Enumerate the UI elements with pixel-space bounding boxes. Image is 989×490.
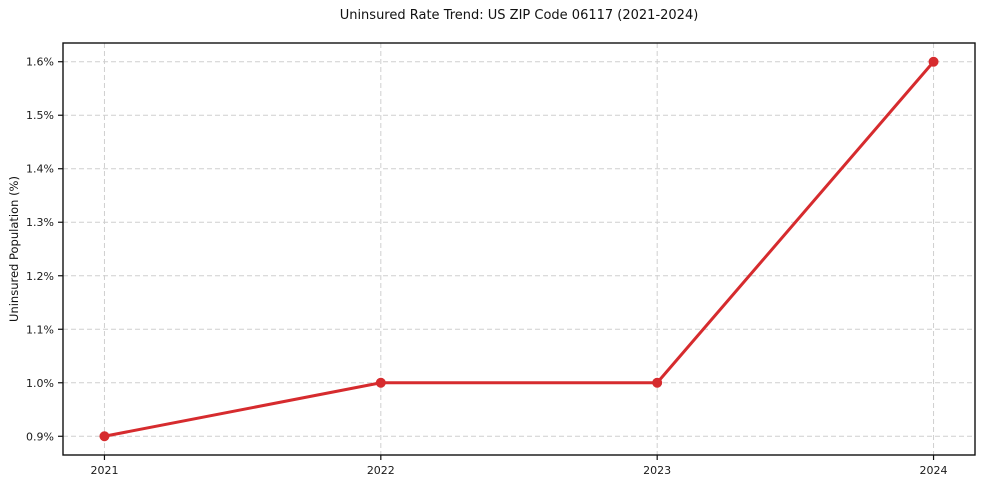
x-tick-label: 2023 — [643, 464, 671, 477]
x-tick-label: 2021 — [90, 464, 118, 477]
y-tick-label: 1.0% — [26, 377, 54, 390]
plot-area-background — [63, 43, 975, 455]
trend-line — [102, 60, 936, 438]
data-point-marker — [652, 377, 663, 388]
data-point-marker — [928, 56, 939, 67]
y-tick-label: 1.6% — [26, 56, 54, 69]
x-tick-label: 2022 — [367, 464, 395, 477]
y-tick-label: 1.5% — [26, 109, 54, 122]
y-tick-label: 1.1% — [26, 323, 54, 336]
y-tick-label: 1.3% — [26, 216, 54, 229]
data-point-marker — [375, 377, 386, 388]
x-tick-label: 2024 — [920, 464, 948, 477]
y-tick-label: 1.2% — [26, 270, 54, 283]
chart-title: Uninsured Rate Trend: US ZIP Code 06117 … — [339, 8, 699, 23]
data-point-marker — [99, 431, 110, 442]
y-tick-label: 0.9% — [26, 430, 54, 443]
y-tick-label: 1.4% — [26, 163, 54, 176]
axes-spines — [62, 42, 976, 456]
